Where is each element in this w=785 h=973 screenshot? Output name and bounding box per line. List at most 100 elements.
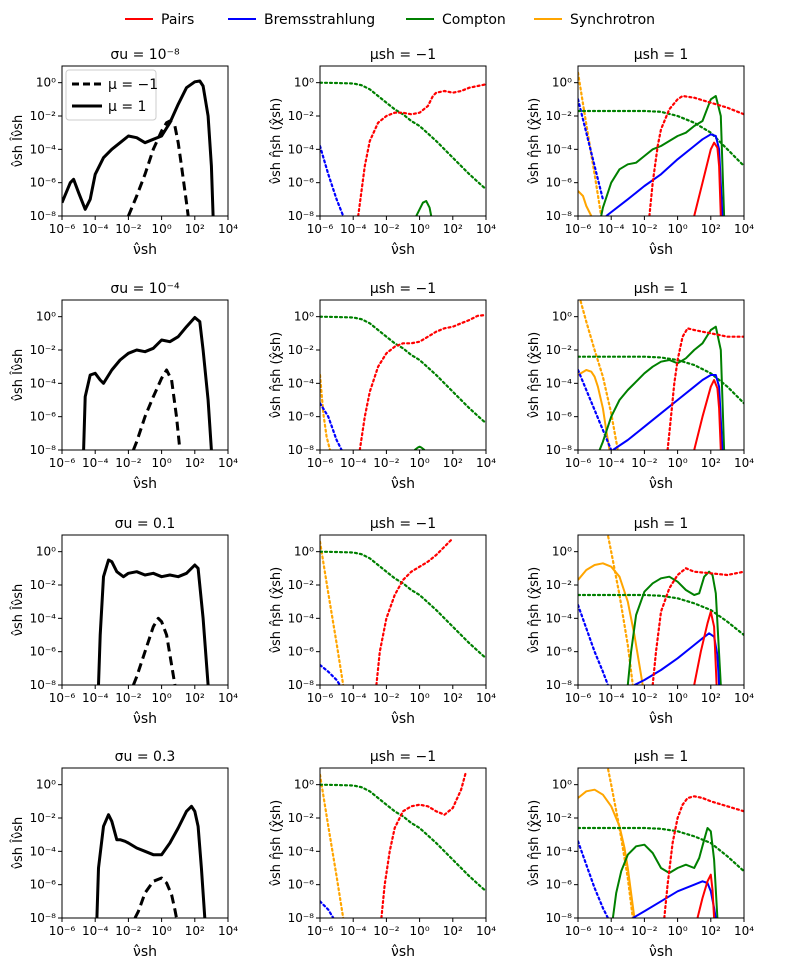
x-tick-label: 10²	[443, 456, 463, 470]
series-line-bremsstrahlung-solid	[633, 632, 721, 685]
series-line-bremsstrahlung-dotted	[320, 900, 335, 918]
x-tick-label: 10⁰	[668, 691, 688, 705]
series-line-compton-solid	[415, 200, 433, 216]
series-line-pairs-solid	[693, 141, 722, 216]
x-tick-label: 10²	[443, 924, 463, 938]
x-axis-label: ν̂sh	[133, 476, 157, 492]
y-tick-label: 10⁻⁴	[30, 844, 57, 858]
x-tick-label: 10⁻⁶	[307, 222, 334, 236]
x-tick-label: 10⁰	[668, 222, 688, 236]
x-axis-label: ν̂sh	[133, 242, 157, 258]
x-tick-label: 10⁻⁶	[49, 924, 76, 938]
y-tick-label: 10⁰	[36, 310, 56, 324]
y-tick-label: 10⁰	[294, 76, 314, 90]
panel-series	[320, 770, 486, 918]
y-tick-label: 10⁻⁶	[546, 176, 573, 190]
x-tick-label: 10⁴	[476, 691, 496, 705]
axes-frame	[61, 534, 229, 686]
axes-frame	[319, 767, 487, 919]
series-line-bremsstrahlung-dotted	[578, 368, 613, 450]
y-tick-label: 10⁻²	[288, 109, 315, 123]
y-tick-label: 10⁻⁴	[30, 142, 57, 156]
x-tick-label: 10⁻⁶	[565, 924, 592, 938]
axes-frame	[577, 534, 745, 686]
series-line-compton-dotted	[320, 315, 486, 425]
y-axis-label: ν̂sh Îν̂sh	[10, 584, 26, 637]
y-tick-label: 10⁰	[552, 76, 572, 90]
x-tick-label: 10⁻⁶	[307, 691, 334, 705]
panel-r0-c1: 10⁻⁶ 10⁻⁴ 10⁻² 10⁰ 10² 10⁴10⁻⁸10⁻⁶10⁻⁴10⁻²10⁰…	[269, 47, 496, 258]
x-tick-label: 10⁴	[734, 691, 754, 705]
panel-title: μsh = 1	[634, 516, 689, 532]
series-line-compton-solid	[600, 95, 726, 216]
y-tick-label: 10⁻⁸	[288, 443, 315, 457]
x-tick-label: 10²	[701, 691, 721, 705]
x-tick-label: 10⁻⁶	[565, 691, 592, 705]
y-axis-label: ν̂sh η̂sh (χ̂sh)	[527, 567, 542, 653]
series-line-pairs-dotted	[648, 94, 744, 216]
x-tick-label: 10⁻⁶	[307, 456, 334, 470]
x-tick-label: 10⁴	[218, 691, 238, 705]
y-axis-label: ν̂sh η̂sh (χ̂sh)	[269, 800, 284, 886]
series-line-pairs-dotted	[375, 537, 454, 685]
y-tick-label: 10⁻⁸	[546, 678, 573, 692]
y-tick-label: 10⁰	[294, 778, 314, 792]
legend-label-synchrotron: Synchrotron	[570, 12, 655, 28]
x-tick-label: 10⁴	[476, 222, 496, 236]
panel-r3-c0: 10⁻⁶ 10⁻⁴ 10⁻² 10⁰ 10² 10⁴10⁻⁸10⁻⁶10⁻⁴10⁻²10⁰…	[10, 749, 238, 960]
y-tick-label: 10⁻²	[288, 343, 315, 357]
series-line-synchrotron-solid	[578, 369, 611, 450]
x-tick-label: 10²	[701, 222, 721, 236]
legend-item-bremsstrahlung: Bremsstrahlung	[228, 12, 375, 28]
x-tick-label: 10⁻²	[115, 222, 142, 236]
x-tick-label: 10⁰	[410, 691, 430, 705]
x-axis-label: ν̂sh	[391, 242, 415, 258]
y-tick-label: 10⁻⁸	[546, 209, 573, 223]
x-tick-label: 10⁻⁶	[565, 456, 592, 470]
axes-frame	[319, 65, 487, 217]
panel-r3-c2: 10⁻⁶ 10⁻⁴ 10⁻² 10⁰ 10² 10⁴10⁻⁸10⁻⁶10⁻⁴10⁻²10⁰…	[527, 749, 754, 960]
x-tick-label: 10⁻²	[373, 924, 400, 938]
series-line-pairs-dotted	[651, 567, 744, 685]
x-tick-label: 10⁻²	[631, 924, 658, 938]
y-tick-label: 10⁻²	[288, 811, 315, 825]
y-tick-label: 10⁰	[552, 310, 572, 324]
y-tick-label: 10⁻⁴	[288, 844, 315, 858]
series-line-pairs-dotted	[663, 795, 744, 918]
series-line-synchrotron-dotted	[320, 373, 332, 450]
series-line-bremsstrahlung-dotted	[578, 840, 610, 918]
x-tick-label: 10²	[701, 456, 721, 470]
panel-r2-c2: 10⁻⁶ 10⁻⁴ 10⁻² 10⁰ 10² 10⁴10⁻⁸10⁻⁶10⁻⁴10⁻²10⁰…	[527, 516, 754, 727]
y-tick-label: 10⁻⁶	[288, 645, 315, 659]
y-tick-label: 10⁻²	[288, 578, 315, 592]
y-tick-label: 10⁻⁴	[288, 611, 315, 625]
y-tick-label: 10⁻⁸	[30, 443, 57, 457]
y-axis-label: ν̂sh η̂sh (χ̂sh)	[269, 567, 284, 653]
axes-frame	[61, 767, 229, 919]
x-tick-label: 10²	[185, 456, 205, 470]
panel-title: σu = 10⁻⁸	[110, 47, 180, 63]
y-tick-label: 10⁻⁸	[30, 911, 57, 925]
x-tick-label: 10⁰	[410, 924, 430, 938]
x-tick-label: 10²	[185, 924, 205, 938]
axes-frame	[577, 767, 745, 919]
x-tick-label: 10⁻⁴	[82, 691, 109, 705]
x-tick-label: 10⁻⁴	[340, 222, 367, 236]
y-tick-label: 10⁻²	[30, 811, 57, 825]
y-tick-label: 10⁻⁶	[30, 176, 57, 190]
x-tick-label: 10⁻⁶	[49, 691, 76, 705]
y-tick-label: 10⁻⁶	[30, 878, 57, 892]
y-tick-label: 10⁻⁸	[546, 443, 573, 457]
y-axis-label: ν̂sh η̂sh (χ̂sh)	[527, 98, 542, 184]
series-line-synchrotron-solid	[578, 562, 644, 685]
panel-series	[97, 558, 210, 685]
y-tick-label: 10⁻²	[30, 109, 57, 123]
series-line--dashed	[133, 876, 178, 918]
y-tick-label: 10⁻⁸	[288, 911, 315, 925]
x-tick-label: 10⁻⁴	[598, 456, 625, 470]
series-line-pairs-dotted	[380, 770, 468, 918]
x-tick-label: 10⁰	[668, 456, 688, 470]
panel-title: μsh = −1	[370, 749, 436, 765]
panel-series	[578, 768, 744, 918]
y-tick-label: 10⁻⁴	[30, 376, 57, 390]
